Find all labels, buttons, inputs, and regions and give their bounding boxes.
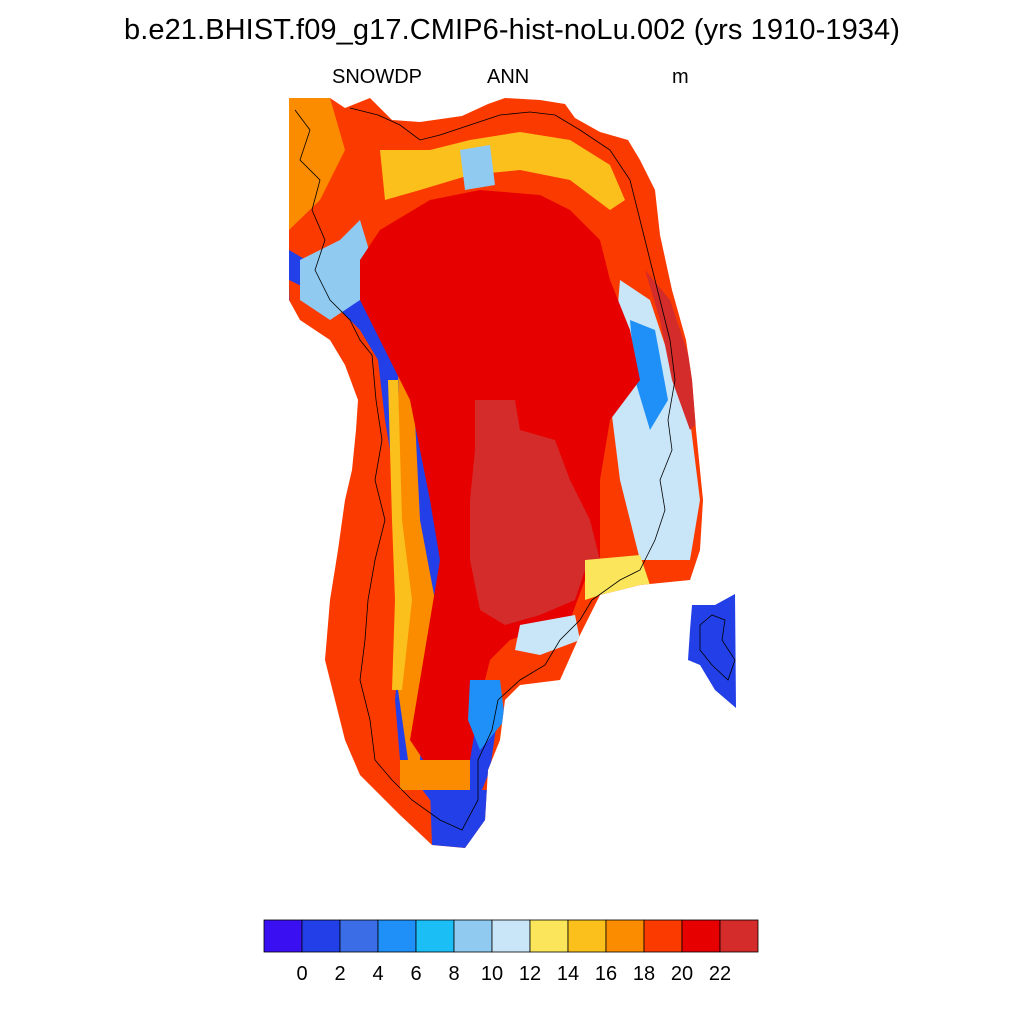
- colorbar-tick-label: 12: [519, 963, 541, 985]
- separate-island: [688, 594, 736, 708]
- colorbar-box: [377, 919, 417, 953]
- colorbar-tick-label: 4: [372, 963, 383, 985]
- colorbar-box: [339, 919, 379, 953]
- south-coast-blue: [430, 790, 490, 848]
- south-blue-cells: [468, 680, 505, 750]
- east-coast-red: [645, 270, 700, 430]
- colorbar-box: [643, 919, 683, 953]
- colorbar-tick-label: 14: [557, 963, 579, 985]
- colorbar-box: [605, 919, 645, 953]
- colorbar-tick-label: 16: [595, 963, 617, 985]
- colorbar-tick-label: 2: [334, 963, 345, 985]
- colorbar-box: [491, 919, 531, 953]
- colorbar-tick-label: 0: [296, 963, 307, 985]
- colorbar-box: [301, 919, 341, 953]
- south-coast-orange: [400, 760, 470, 790]
- colorbar-tick-label: 8: [448, 963, 459, 985]
- interior-dark-core: [470, 400, 600, 625]
- colorbar-tick-label: 10: [481, 963, 503, 985]
- greenland-map: [289, 98, 736, 848]
- west-margin-band: [289, 250, 600, 848]
- units-label: m: [672, 66, 689, 88]
- east-coast-blue: [630, 320, 668, 430]
- colorbar-box: [719, 919, 759, 953]
- west-transition: [300, 220, 372, 320]
- variable-label: SNOWDP: [332, 66, 422, 88]
- colorbar-box: [567, 919, 607, 953]
- colorbar-box: [681, 919, 721, 953]
- north-coast-band: [380, 132, 625, 210]
- north-coast-light: [460, 145, 495, 190]
- northwest-orange: [289, 98, 345, 230]
- colorbar-box: [529, 919, 569, 953]
- colorbar-box: [263, 919, 303, 953]
- southeast-yellow: [585, 555, 650, 600]
- colorbar-tick-label: 22: [709, 963, 731, 985]
- southeast-light: [515, 615, 580, 655]
- colorbar-tick-label: 20: [671, 963, 693, 985]
- season-label: ANN: [487, 66, 530, 88]
- coastline: [294, 107, 736, 831]
- colorbar-box: [453, 919, 493, 953]
- colorbar-box: [415, 919, 455, 953]
- colorbar-tick-label: 18: [633, 963, 655, 985]
- plot-title: b.e21.BHIST.f09_g17.CMIP6-hist-noLu.002 …: [123, 14, 901, 46]
- colorbar-tick-label: 6: [410, 963, 421, 985]
- west-yellow-strip: [388, 380, 412, 690]
